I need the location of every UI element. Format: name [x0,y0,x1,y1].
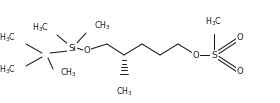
Text: O: O [237,67,243,77]
Text: O: O [237,33,243,43]
Text: CH$_3$: CH$_3$ [60,67,77,79]
Text: H$_3$C: H$_3$C [0,64,16,76]
Text: H$_3$C: H$_3$C [32,22,49,34]
Text: O: O [193,50,199,60]
Text: H$_3$C: H$_3$C [0,32,16,44]
Text: O: O [84,46,90,54]
Text: S: S [211,50,217,60]
Text: CH$_3$: CH$_3$ [94,20,111,32]
Text: CH$_3$: CH$_3$ [116,85,132,98]
Text: H$_3$C: H$_3$C [206,15,223,28]
Text: Si: Si [68,43,76,53]
